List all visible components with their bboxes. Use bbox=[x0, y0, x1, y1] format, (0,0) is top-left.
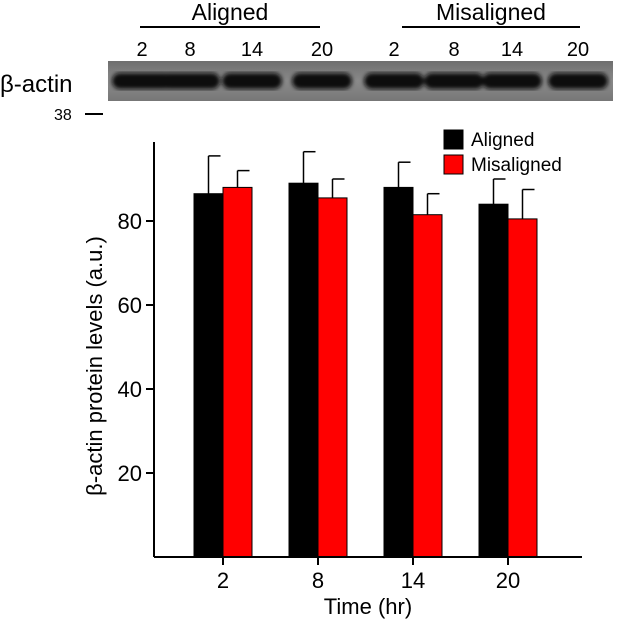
x-tick-label: 2 bbox=[217, 568, 229, 593]
legend-swatch-aligned bbox=[443, 129, 464, 150]
legend-swatch-misaligned bbox=[443, 154, 464, 175]
lane-label: 2 bbox=[388, 39, 399, 61]
bar-chart: 20 40 60 80 2 8 14 20 Time (hr) β-actin protei… bbox=[82, 129, 582, 619]
blot-band bbox=[364, 73, 424, 89]
bars bbox=[193, 182, 538, 558]
group-label-aligned: Aligned bbox=[192, 0, 269, 25]
legend: Aligned Misaligned bbox=[443, 129, 562, 176]
blot-band bbox=[160, 73, 220, 89]
y-tick-label: 20 bbox=[118, 461, 142, 486]
legend-label-aligned: Aligned bbox=[471, 130, 534, 151]
x-axis-label: Time (hr) bbox=[324, 594, 412, 619]
bar-aligned-20 bbox=[478, 203, 509, 558]
marker-label: 38 bbox=[54, 107, 72, 124]
blot-bands bbox=[112, 73, 608, 89]
bar-misaligned-2 bbox=[222, 186, 253, 558]
x-ticks: 2 8 14 20 bbox=[217, 557, 520, 593]
lane-label: 20 bbox=[567, 39, 589, 61]
lane-label: 8 bbox=[448, 39, 459, 61]
x-tick-label: 14 bbox=[401, 568, 425, 593]
lane-label: 14 bbox=[241, 39, 263, 61]
y-tick-label: 40 bbox=[118, 377, 142, 402]
y-ticks: 20 40 60 80 bbox=[118, 209, 154, 486]
y-axis-label: β-actin protein levels (a.u.) bbox=[82, 236, 107, 496]
bar-aligned-8 bbox=[288, 182, 319, 558]
x-tick-label: 8 bbox=[312, 568, 324, 593]
lane-labels: 2 8 14 20 2 8 14 20 bbox=[136, 39, 589, 61]
error-bars bbox=[207, 150, 535, 219]
western-blot: Aligned Misaligned 2 8 14 20 2 8 14 20 β-actin … bbox=[0, 0, 613, 124]
lane-label: 8 bbox=[184, 39, 195, 61]
group-label-misaligned: Misaligned bbox=[436, 0, 546, 25]
lane-label: 2 bbox=[136, 39, 147, 61]
bar-misaligned-20 bbox=[507, 218, 538, 558]
legend-label-misaligned: Misaligned bbox=[471, 155, 562, 176]
y-tick-label: 60 bbox=[118, 293, 142, 318]
protein-label: β-actin bbox=[0, 71, 73, 98]
y-tick-label: 80 bbox=[118, 209, 142, 234]
lane-label: 14 bbox=[501, 39, 523, 61]
blot-band bbox=[292, 73, 352, 89]
lane-label: 20 bbox=[311, 39, 333, 61]
x-tick-label: 20 bbox=[496, 568, 520, 593]
blot-band bbox=[548, 73, 608, 89]
blot-band bbox=[482, 73, 542, 89]
blot-band bbox=[222, 73, 282, 89]
bar-aligned-14 bbox=[383, 186, 414, 558]
bar-misaligned-8 bbox=[317, 197, 348, 558]
blot-band bbox=[112, 73, 172, 89]
bar-aligned-2 bbox=[193, 193, 224, 558]
blot-band bbox=[424, 73, 484, 89]
bar-misaligned-14 bbox=[412, 214, 443, 558]
